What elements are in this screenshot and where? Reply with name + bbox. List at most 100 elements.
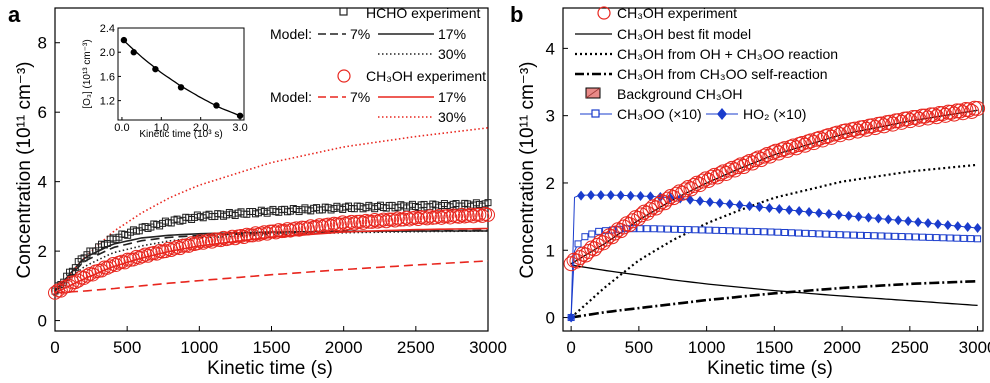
ch3oh-data-point [280, 222, 295, 237]
ch3oh-data-point [388, 213, 403, 228]
ch3oo-data-point [595, 227, 603, 235]
inset-data-point [213, 102, 220, 109]
panel-b-ytick-label: 3 [546, 107, 555, 126]
ch3oh-b-data-point [970, 100, 986, 116]
legend-ch3oh-experiment: CH₃OH experiment [366, 68, 486, 84]
ho2-data-point [567, 312, 576, 323]
ch3oh-data-point [379, 214, 394, 229]
panel-a-ytick-label: 2 [38, 242, 47, 261]
line-background-ch-oh [570, 264, 978, 307]
ch3oh-data-point [440, 209, 455, 224]
inset-xtick-label: 0.0 [114, 122, 129, 134]
ch3oh-b-data-point [914, 108, 930, 124]
ch3oo-data-point [925, 233, 933, 241]
ch3oo-data-point [836, 231, 844, 239]
ho2-data-point [953, 221, 962, 232]
ho2-data-point [973, 223, 982, 234]
ho2-data-point [805, 206, 814, 217]
ch3oo-data-point [588, 230, 596, 238]
inset-data-point [177, 84, 185, 91]
ho2-data-point [785, 205, 794, 216]
ch3oo-data-point [781, 228, 789, 236]
ch3oh-data-point [126, 252, 141, 267]
ho2-data-point [577, 190, 586, 201]
ho2-data-point [824, 208, 833, 219]
ch3oh-b-data-point [753, 152, 769, 168]
panel-b-ytick-label: 1 [546, 241, 555, 260]
ch3oo-data-point [877, 232, 885, 240]
ho2-data-point [844, 210, 853, 221]
ch3oo-data-point [739, 227, 747, 235]
panel-a-xtick-label: 2500 [397, 338, 435, 357]
ch3oh-b-data-point [689, 175, 705, 191]
ch3oh-b-data-point [780, 142, 796, 158]
legend-ch3oh-marker-icon [337, 69, 351, 83]
ho2-data-point [854, 211, 863, 222]
ch3oh-b-data-point [856, 119, 872, 135]
ch3oh-data-point [120, 252, 135, 267]
ch3oo-data-point [636, 225, 644, 233]
ch3oo-data-point [664, 225, 672, 233]
ch3oh-b-data-point [812, 130, 828, 146]
line-ch3oo [570, 228, 978, 318]
ho2-data-point [745, 201, 754, 212]
legend-b-bestfit: CH₃OH best fit model [617, 26, 751, 42]
legend-ch3oh-model-label: Model: [270, 89, 312, 105]
ch3oh-b-data-point [917, 108, 933, 124]
inset-xtick-label: 1.0 [154, 122, 169, 134]
ch3oh-data-point [463, 207, 478, 222]
ch3oo-data-point [856, 231, 864, 239]
ch3oo-data-point [581, 233, 589, 241]
ch3oh-b-data-point [686, 177, 702, 193]
ch3oo-data-point [643, 225, 651, 233]
ch3oo-data-point [650, 225, 658, 233]
ho2-data-point [933, 219, 942, 230]
ch3oh-data-point [332, 217, 347, 232]
ch3oh-data-point [443, 210, 458, 225]
ch3oo-data-point [850, 231, 858, 239]
ch3oh-b-data-point [788, 140, 804, 156]
ch3oh-b-data-point [905, 109, 921, 125]
ch3oh-data-point [167, 241, 182, 256]
legend-b-ch3oo: CH₃OO (×10) [617, 106, 702, 122]
ch3oh-b-data-point [677, 182, 693, 198]
model-curve-ch3oh-7pct [54, 260, 489, 294]
panel-a: a 0 500 1000 1500 2000 2500 3000 0 2 4 6 8 Kinetic … [8, 2, 507, 379]
inset-ytick-label: 2.4 [100, 23, 115, 35]
panel-a-xtick-label: 0 [50, 338, 59, 357]
legend-hcho-experiment: HCHO experiment [366, 5, 480, 21]
ho2-data-point [864, 212, 873, 223]
legend-b-from-self: CH₃OH from CH₃OO self-reaction [617, 66, 828, 82]
ch3oo-data-point [746, 227, 754, 235]
ch3oh-b-data-point [660, 191, 676, 207]
inset-data [120, 36, 244, 119]
ho2-data-point [626, 190, 635, 201]
ch3oo-data-point [691, 226, 699, 234]
legend-b-ch3oh-marker-icon [597, 6, 611, 20]
inset-data-point [130, 49, 137, 56]
ch3oh-data-point [399, 210, 414, 225]
ho2-data-point [725, 199, 734, 210]
ho2-data-point [735, 200, 744, 211]
ch3oh-b-data-point [943, 104, 959, 120]
ch3oo-data-point [960, 234, 968, 242]
ch3oo-data-point [939, 234, 947, 242]
panel-b-ytick-label: 2 [546, 174, 555, 193]
legend-ch3oh-7-label: 7% [350, 89, 370, 105]
ch3oh-data-point [283, 223, 298, 238]
ch3oo-data-point [657, 225, 665, 233]
ho2-data-point [616, 190, 625, 201]
ho2-data-point [914, 217, 923, 228]
panel-b-ytick-label: 4 [546, 39, 555, 58]
ch3oh-b-data-point [908, 109, 924, 125]
ch3oh-b-data-point [733, 157, 749, 173]
ho2-data-point [765, 203, 774, 214]
ch3oo-data-point [815, 230, 823, 238]
ch3oh-data-point [451, 209, 466, 224]
ch3oo-data-point [974, 235, 982, 243]
ch3oh-b-data-point [680, 180, 696, 196]
ch3oo-data-point [808, 230, 816, 238]
ch3oo-data-point [953, 234, 961, 242]
ch3oh-data-point [367, 213, 382, 228]
ch3oo-data-point [912, 233, 920, 241]
